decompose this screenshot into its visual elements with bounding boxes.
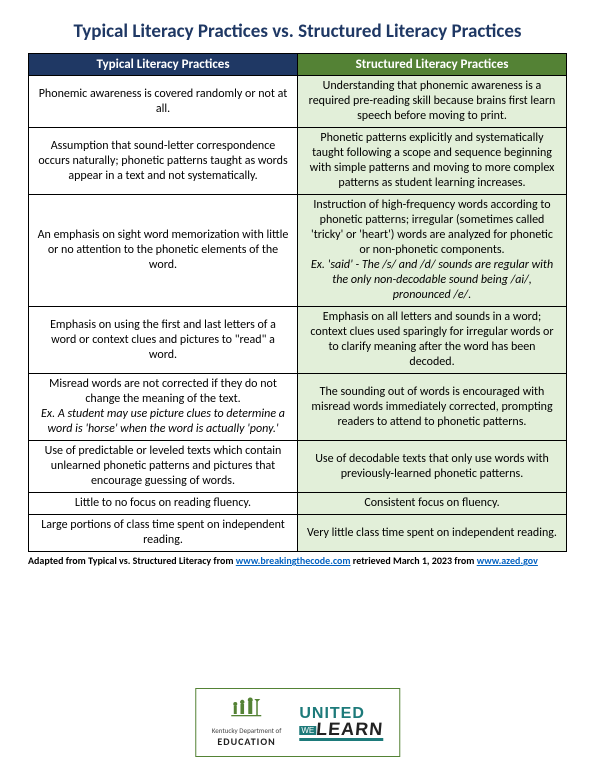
cell-structured: Consistent focus on fluency. bbox=[298, 493, 567, 515]
comparison-table: Typical Literacy Practices Structured Li… bbox=[28, 53, 567, 552]
source-citation: Adapted from Typical vs. Structured Lite… bbox=[28, 555, 567, 567]
header-typical: Typical Literacy Practices bbox=[29, 54, 298, 76]
learn-text: LEARN bbox=[315, 719, 384, 740]
table-row: Assumption that sound-letter corresponde… bbox=[29, 128, 567, 195]
united-we-learn-logo: UNITED WELEARN bbox=[299, 705, 383, 741]
table-row: Emphasis on using the first and last let… bbox=[29, 307, 567, 374]
cell-typical: Emphasis on using the first and last let… bbox=[29, 307, 298, 374]
source-link-2[interactable]: www.azed.gov bbox=[477, 554, 538, 567]
cell-typical: An emphasis on sight word memorization w… bbox=[29, 195, 298, 307]
table-row: Misread words are not corrected if they … bbox=[29, 374, 567, 441]
cell-structured: Use of decodable texts that only use wor… bbox=[298, 441, 567, 493]
cell-text: Misread words are not corrected if they … bbox=[49, 377, 277, 406]
cell-example: Ex. 'said' - The /s/ and /d/ sounds are … bbox=[311, 258, 553, 302]
header-structured: Structured Literacy Practices bbox=[298, 54, 567, 76]
cell-text: Instruction of high-frequency words acco… bbox=[311, 198, 553, 257]
cell-structured: Phonetic patterns explicitly and systema… bbox=[298, 128, 567, 195]
cell-example: Ex. A student may use picture clues to d… bbox=[41, 407, 285, 436]
table-row: Little to no focus on reading fluency. C… bbox=[29, 493, 567, 515]
we-text: WE bbox=[299, 726, 316, 735]
cell-typical: Misread words are not corrected if they … bbox=[29, 374, 298, 441]
cell-structured: Instruction of high-frequency words acco… bbox=[298, 195, 567, 307]
table-row: Large portions of class time spent on in… bbox=[29, 515, 567, 552]
cell-structured: Understanding that phonemic awareness is… bbox=[298, 76, 567, 128]
logo-box: Kentucky Department of EDUCATION UNITED … bbox=[195, 688, 400, 757]
table-row: An emphasis on sight word memorization w… bbox=[29, 195, 567, 307]
cell-typical: Large portions of class time spent on in… bbox=[29, 515, 298, 552]
cell-typical: Little to no focus on reading fluency. bbox=[29, 493, 298, 515]
table-row: Phonemic awareness is covered randomly o… bbox=[29, 76, 567, 128]
cell-structured: Emphasis on all letters and sounds in a … bbox=[298, 307, 567, 374]
cell-typical: Assumption that sound-letter corresponde… bbox=[29, 128, 298, 195]
kde-icon bbox=[230, 697, 264, 725]
kde-education-text: EDUCATION bbox=[217, 735, 275, 748]
table-row: Use of predictable or leveled texts whic… bbox=[29, 441, 567, 493]
source-mid: retrieved March 1, 2023 from bbox=[351, 554, 477, 567]
cell-typical: Use of predictable or leveled texts whic… bbox=[29, 441, 298, 493]
source-link-1[interactable]: www.breakingthecode.com bbox=[236, 554, 351, 567]
kde-dept-text: Kentucky Department of bbox=[212, 727, 282, 735]
cell-structured: The sounding out of words is encouraged … bbox=[298, 374, 567, 441]
page-title: Typical Literacy Practices vs. Structure… bbox=[28, 20, 567, 43]
cell-structured: Very little class time spent on independ… bbox=[298, 515, 567, 552]
source-prefix: Adapted from Typical vs. Structured Lite… bbox=[28, 554, 236, 567]
cell-typical: Phonemic awareness is covered randomly o… bbox=[29, 76, 298, 128]
kde-logo: Kentucky Department of EDUCATION bbox=[212, 697, 282, 748]
